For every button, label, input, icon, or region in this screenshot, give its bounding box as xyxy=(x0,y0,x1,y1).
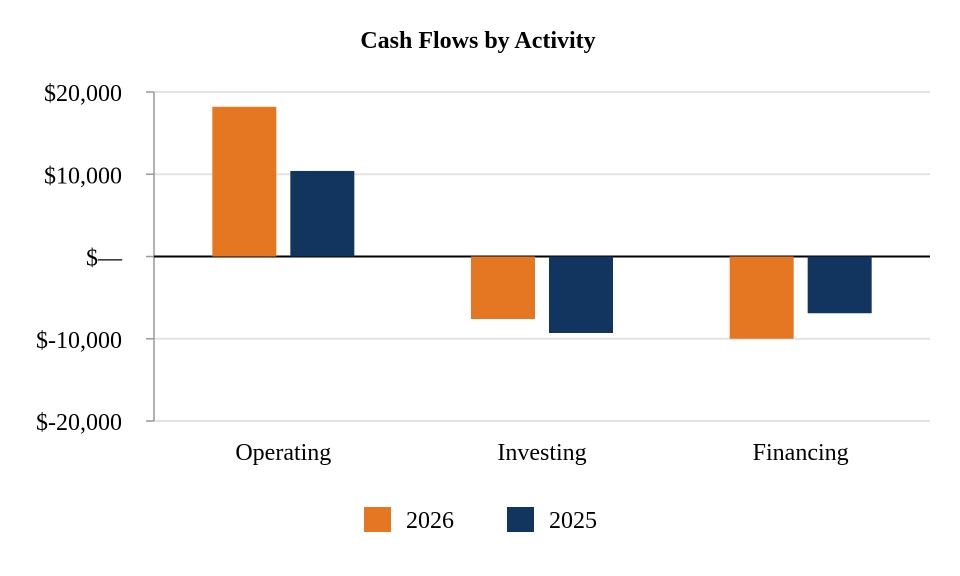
x-category-label: Operating xyxy=(235,440,331,466)
y-tick-label: $10,000 xyxy=(44,163,122,189)
y-tick-label: $-20,000 xyxy=(36,410,122,436)
legend: 2026 2025 xyxy=(364,507,597,534)
bar-layer xyxy=(212,106,872,339)
axis-layer xyxy=(146,91,930,422)
bar-investing-2026 xyxy=(471,256,535,320)
bar-financing-2026 xyxy=(729,256,794,339)
y-tick-label: $-10,000 xyxy=(36,328,122,354)
legend-swatch-2026 xyxy=(364,507,391,532)
legend-label-2026: 2026 xyxy=(406,508,454,534)
bar-operating-2026 xyxy=(212,106,277,257)
label-layer: $20,000 $10,000 $— $-10,000 $-20,000 Operatin… xyxy=(36,81,849,466)
grid-layer xyxy=(154,91,930,422)
y-tick-label: $— xyxy=(86,246,123,272)
legend-label-2025: 2025 xyxy=(549,508,597,534)
x-category-label: Investing xyxy=(497,440,586,466)
x-category-label: Financing xyxy=(753,440,849,466)
y-tick-label: $20,000 xyxy=(44,81,122,107)
chart-title: Cash Flows by Activity xyxy=(360,28,595,54)
legend-swatch-2025 xyxy=(507,507,534,532)
bar-financing-2025 xyxy=(807,256,872,314)
bar-operating-2025 xyxy=(290,170,355,257)
bar-investing-2025 xyxy=(549,256,613,333)
